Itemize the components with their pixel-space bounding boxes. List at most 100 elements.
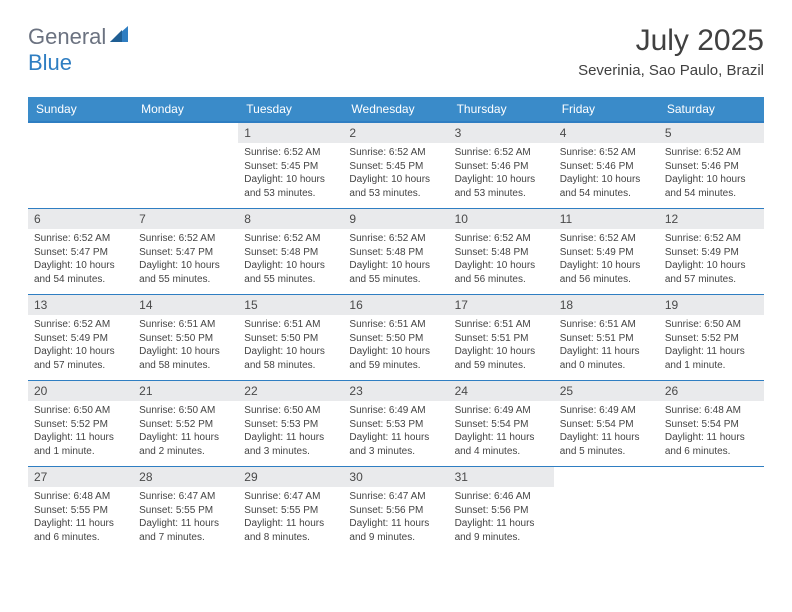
- calendar-row: ....1Sunrise: 6:52 AMSunset: 5:45 PMDayl…: [28, 122, 764, 209]
- calendar-cell: ..: [133, 122, 238, 209]
- day-content: Sunrise: 6:49 AMSunset: 5:53 PMDaylight:…: [343, 401, 448, 466]
- day-content: Sunrise: 6:50 AMSunset: 5:52 PMDaylight:…: [659, 315, 764, 380]
- header: General Blue July 2025 Severinia, Sao Pa…: [28, 24, 764, 79]
- weekday-header: Sunday: [28, 97, 133, 122]
- calendar-row: 6Sunrise: 6:52 AMSunset: 5:47 PMDaylight…: [28, 209, 764, 295]
- day-number: 26: [659, 381, 764, 401]
- day-number: 28: [133, 467, 238, 487]
- day-content: Sunrise: 6:52 AMSunset: 5:48 PMDaylight:…: [343, 229, 448, 294]
- day-number: 3: [449, 123, 554, 143]
- calendar-table: SundayMondayTuesdayWednesdayThursdayFrid…: [28, 97, 764, 552]
- day-content: Sunrise: 6:49 AMSunset: 5:54 PMDaylight:…: [554, 401, 659, 466]
- day-number: 31: [449, 467, 554, 487]
- day-content: Sunrise: 6:47 AMSunset: 5:56 PMDaylight:…: [343, 487, 448, 552]
- weekday-header-row: SundayMondayTuesdayWednesdayThursdayFrid…: [28, 97, 764, 122]
- day-content: Sunrise: 6:51 AMSunset: 5:51 PMDaylight:…: [449, 315, 554, 380]
- day-content: Sunrise: 6:52 AMSunset: 5:46 PMDaylight:…: [554, 143, 659, 208]
- day-content: Sunrise: 6:51 AMSunset: 5:50 PMDaylight:…: [238, 315, 343, 380]
- day-number: 27: [28, 467, 133, 487]
- calendar-body: ....1Sunrise: 6:52 AMSunset: 5:45 PMDayl…: [28, 122, 764, 552]
- day-content: Sunrise: 6:52 AMSunset: 5:49 PMDaylight:…: [659, 229, 764, 294]
- day-content: Sunrise: 6:50 AMSunset: 5:52 PMDaylight:…: [133, 401, 238, 466]
- calendar-cell: 16Sunrise: 6:51 AMSunset: 5:50 PMDayligh…: [343, 295, 448, 381]
- day-number: 18: [554, 295, 659, 315]
- weekday-header: Wednesday: [343, 97, 448, 122]
- day-content: Sunrise: 6:46 AMSunset: 5:56 PMDaylight:…: [449, 487, 554, 552]
- weekday-header: Saturday: [659, 97, 764, 122]
- calendar-cell: 6Sunrise: 6:52 AMSunset: 5:47 PMDaylight…: [28, 209, 133, 295]
- day-number: 23: [343, 381, 448, 401]
- calendar-cell: 31Sunrise: 6:46 AMSunset: 5:56 PMDayligh…: [449, 467, 554, 553]
- day-number: 11: [554, 209, 659, 229]
- day-content: Sunrise: 6:52 AMSunset: 5:45 PMDaylight:…: [343, 143, 448, 208]
- day-number: 22: [238, 381, 343, 401]
- weekday-header: Thursday: [449, 97, 554, 122]
- page-title: July 2025: [578, 24, 764, 58]
- calendar-cell: 14Sunrise: 6:51 AMSunset: 5:50 PMDayligh…: [133, 295, 238, 381]
- day-number: 4: [554, 123, 659, 143]
- day-number: 15: [238, 295, 343, 315]
- day-number: 14: [133, 295, 238, 315]
- day-content: Sunrise: 6:52 AMSunset: 5:46 PMDaylight:…: [449, 143, 554, 208]
- day-content: Sunrise: 6:52 AMSunset: 5:45 PMDaylight:…: [238, 143, 343, 208]
- day-number: 24: [449, 381, 554, 401]
- sail-icon: [110, 24, 132, 49]
- title-block: July 2025 Severinia, Sao Paulo, Brazil: [578, 24, 764, 79]
- day-number: 30: [343, 467, 448, 487]
- day-content: Sunrise: 6:52 AMSunset: 5:47 PMDaylight:…: [28, 229, 133, 294]
- day-number: 2: [343, 123, 448, 143]
- calendar-cell: 4Sunrise: 6:52 AMSunset: 5:46 PMDaylight…: [554, 122, 659, 209]
- calendar-cell: 21Sunrise: 6:50 AMSunset: 5:52 PMDayligh…: [133, 381, 238, 467]
- calendar-cell: ..: [659, 467, 764, 553]
- day-number: 25: [554, 381, 659, 401]
- calendar-cell: 23Sunrise: 6:49 AMSunset: 5:53 PMDayligh…: [343, 381, 448, 467]
- day-content: Sunrise: 6:52 AMSunset: 5:49 PMDaylight:…: [554, 229, 659, 294]
- day-number: 16: [343, 295, 448, 315]
- day-content: Sunrise: 6:49 AMSunset: 5:54 PMDaylight:…: [449, 401, 554, 466]
- location-text: Severinia, Sao Paulo, Brazil: [578, 62, 764, 79]
- calendar-cell: 27Sunrise: 6:48 AMSunset: 5:55 PMDayligh…: [28, 467, 133, 553]
- calendar-row: 27Sunrise: 6:48 AMSunset: 5:55 PMDayligh…: [28, 467, 764, 553]
- calendar-cell: 2Sunrise: 6:52 AMSunset: 5:45 PMDaylight…: [343, 122, 448, 209]
- day-number: 5: [659, 123, 764, 143]
- day-content: Sunrise: 6:51 AMSunset: 5:50 PMDaylight:…: [133, 315, 238, 380]
- day-number: 13: [28, 295, 133, 315]
- day-content: Sunrise: 6:51 AMSunset: 5:51 PMDaylight:…: [554, 315, 659, 380]
- day-content: Sunrise: 6:47 AMSunset: 5:55 PMDaylight:…: [133, 487, 238, 552]
- day-content: Sunrise: 6:52 AMSunset: 5:49 PMDaylight:…: [28, 315, 133, 380]
- calendar-cell: 28Sunrise: 6:47 AMSunset: 5:55 PMDayligh…: [133, 467, 238, 553]
- day-number: 8: [238, 209, 343, 229]
- day-number: 21: [133, 381, 238, 401]
- day-number: 1: [238, 123, 343, 143]
- day-content: Sunrise: 6:52 AMSunset: 5:46 PMDaylight:…: [659, 143, 764, 208]
- calendar-cell: 7Sunrise: 6:52 AMSunset: 5:47 PMDaylight…: [133, 209, 238, 295]
- calendar-cell: 5Sunrise: 6:52 AMSunset: 5:46 PMDaylight…: [659, 122, 764, 209]
- calendar-row: 20Sunrise: 6:50 AMSunset: 5:52 PMDayligh…: [28, 381, 764, 467]
- calendar-cell: 8Sunrise: 6:52 AMSunset: 5:48 PMDaylight…: [238, 209, 343, 295]
- calendar-cell: 12Sunrise: 6:52 AMSunset: 5:49 PMDayligh…: [659, 209, 764, 295]
- logo-text: General Blue: [28, 24, 132, 76]
- weekday-header: Friday: [554, 97, 659, 122]
- calendar-cell: 18Sunrise: 6:51 AMSunset: 5:51 PMDayligh…: [554, 295, 659, 381]
- weekday-header: Tuesday: [238, 97, 343, 122]
- day-content: Sunrise: 6:52 AMSunset: 5:47 PMDaylight:…: [133, 229, 238, 294]
- calendar-cell: 24Sunrise: 6:49 AMSunset: 5:54 PMDayligh…: [449, 381, 554, 467]
- day-number: 9: [343, 209, 448, 229]
- day-number: 10: [449, 209, 554, 229]
- calendar-cell: 19Sunrise: 6:50 AMSunset: 5:52 PMDayligh…: [659, 295, 764, 381]
- logo-part1: General: [28, 24, 106, 49]
- day-number: 19: [659, 295, 764, 315]
- calendar-cell: 1Sunrise: 6:52 AMSunset: 5:45 PMDaylight…: [238, 122, 343, 209]
- day-content: Sunrise: 6:52 AMSunset: 5:48 PMDaylight:…: [238, 229, 343, 294]
- day-content: Sunrise: 6:48 AMSunset: 5:54 PMDaylight:…: [659, 401, 764, 466]
- calendar-cell: 10Sunrise: 6:52 AMSunset: 5:48 PMDayligh…: [449, 209, 554, 295]
- calendar-cell: 29Sunrise: 6:47 AMSunset: 5:55 PMDayligh…: [238, 467, 343, 553]
- weekday-header: Monday: [133, 97, 238, 122]
- calendar-row: 13Sunrise: 6:52 AMSunset: 5:49 PMDayligh…: [28, 295, 764, 381]
- logo-part2: Blue: [28, 50, 72, 75]
- day-content: Sunrise: 6:47 AMSunset: 5:55 PMDaylight:…: [238, 487, 343, 552]
- day-content: Sunrise: 6:48 AMSunset: 5:55 PMDaylight:…: [28, 487, 133, 552]
- day-content: Sunrise: 6:50 AMSunset: 5:53 PMDaylight:…: [238, 401, 343, 466]
- day-number: 29: [238, 467, 343, 487]
- day-number: 17: [449, 295, 554, 315]
